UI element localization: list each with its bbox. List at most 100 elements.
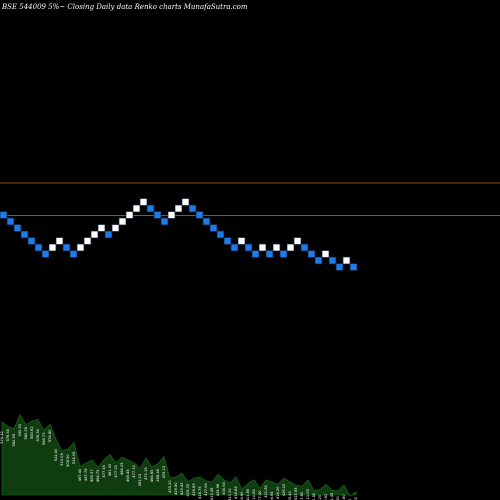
renko-brick-down (335, 263, 344, 271)
volume-label: 477.20 (114, 464, 118, 477)
volume-label: 506.90 (66, 454, 70, 467)
renko-brick-up (90, 230, 99, 239)
volume-label: 514.05 (72, 452, 76, 465)
volume-label: 400.80 (312, 492, 316, 500)
volume-label: 426.10 (282, 483, 286, 496)
volume-area-fill (1, 413, 357, 497)
volume-label: 418.65 (234, 486, 238, 499)
volume-label: 411.05 (306, 489, 310, 500)
volume-label: 430.60 (222, 481, 226, 494)
volume-label: 481.00 (108, 463, 112, 476)
volume-label: 467.78 (84, 468, 88, 481)
renko-brick-down (160, 217, 169, 226)
volume-label: 418.20 (276, 486, 280, 499)
volume-label: 425.35 (186, 484, 190, 497)
volume-label: 404.60 (240, 491, 244, 500)
volume-label: 574.80 (48, 429, 52, 442)
renko-brick-down (6, 217, 15, 226)
renko-brick-down (27, 237, 36, 245)
volume-area (1, 413, 357, 497)
renko-brick-down (13, 224, 22, 232)
renko-brick-up (237, 237, 246, 245)
renko-brick-down (34, 243, 43, 252)
volume-label: 464.85 (150, 470, 154, 483)
volume-label: 435.20 (168, 480, 172, 493)
volume-label: 590.50 (18, 423, 22, 436)
renko-brick-up (76, 243, 85, 252)
volume-label: 389.30 (354, 496, 358, 500)
volume-label: 477.40 (102, 464, 106, 477)
volume-label: 407.40 (258, 490, 262, 500)
renko-brick-up (55, 237, 64, 245)
renko-brick-up (118, 217, 127, 226)
volume-label: 413.20 (228, 488, 232, 500)
volume-label: 562.95 (12, 434, 16, 447)
renko-brick-up (286, 243, 295, 252)
renko-brick-up (321, 250, 330, 258)
volume-label: 510.05 (60, 453, 64, 466)
renko-brick-down (41, 250, 50, 258)
volume-label: 467.40 (78, 468, 82, 481)
volume-label: 464.75 (96, 470, 100, 483)
volume-label: 429.43 (180, 482, 184, 495)
renko-brick-up (111, 224, 120, 232)
volume-label: 570.32 (0, 431, 4, 444)
renko-brick-down (62, 243, 71, 252)
chart-title: BSE 544009 5%~ Closing Daily data Renko … (1, 3, 248, 11)
renko-brick-down (104, 230, 113, 239)
volume-label: 576.50 (6, 428, 10, 441)
renko-brick-down (279, 250, 288, 258)
renko-brick-up (125, 211, 134, 219)
renko-brick-down (230, 243, 239, 252)
volume-label: 427.60 (204, 482, 208, 495)
volume-label: 453.15 (138, 474, 142, 487)
renko-brick-up (174, 204, 183, 213)
renko-brick-down (307, 250, 316, 258)
volume-label: 385.10 (348, 498, 352, 500)
renko-brick-down (328, 256, 337, 265)
renko-brick-up (83, 237, 92, 245)
renko-brick-down (20, 230, 29, 239)
volume-label: 471.15 (144, 467, 148, 480)
volume-label: 398.62 (324, 494, 328, 500)
renko-brick-down (251, 250, 260, 258)
volume-label: 415.45 (210, 488, 214, 500)
renko-brick-up (258, 243, 267, 252)
renko-brick-down (300, 243, 309, 252)
renko-brick-up (181, 198, 190, 206)
renko-brick-down (244, 243, 253, 252)
volume-label: 418.75 (198, 486, 202, 499)
volume-label: 415.55 (294, 487, 298, 500)
volume-label: 396.80 (342, 494, 346, 500)
volume-label: 582.05 (24, 427, 28, 440)
renko-brick-up (342, 256, 351, 265)
volume-label: 405.40 (288, 490, 292, 500)
renko-brick-down (188, 204, 197, 213)
volume-label: 404.65 (270, 491, 274, 500)
renko-brick-up (132, 204, 141, 213)
volume-label: 421.80 (264, 485, 268, 498)
volume-label: 566.73 (42, 433, 46, 446)
volume-label: 465.45 (126, 469, 130, 482)
volume-label: 395.20 (318, 494, 322, 500)
volume-label: 583.62 (30, 426, 34, 439)
renko-brick-down (314, 256, 323, 265)
volume-label: 475.15 (162, 466, 166, 479)
volume-label: 426.85 (192, 483, 196, 496)
renko-brick-down (195, 211, 204, 219)
renko-brick-down (216, 230, 225, 239)
renko-brick-down (69, 250, 78, 258)
volume-label: 465.37 (90, 469, 94, 482)
volume-label: 522.40 (54, 448, 58, 461)
volume-label: 576.50 (36, 428, 40, 441)
volume-label: 425.98 (216, 483, 220, 496)
renko-brick-up (293, 237, 302, 245)
renko-brick-down (349, 263, 358, 271)
volume-label: 411.85 (246, 489, 250, 500)
renko-brick-up (139, 198, 148, 206)
renko-brick-down (153, 211, 162, 219)
volume-label: 410.80 (252, 489, 256, 500)
reference-lines (0, 182, 500, 216)
